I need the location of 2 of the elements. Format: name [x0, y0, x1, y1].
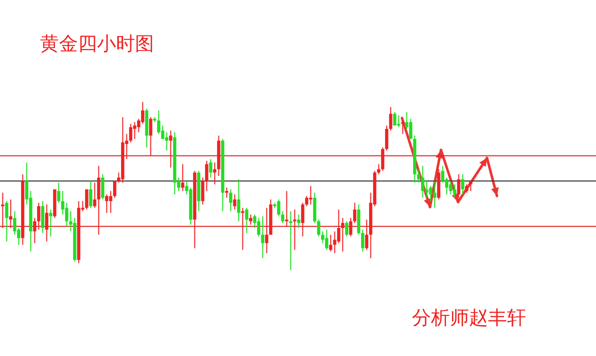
- chart-title: 黄金四小时图: [40, 33, 154, 55]
- text: 分析师赵丰轩: [412, 307, 526, 329]
